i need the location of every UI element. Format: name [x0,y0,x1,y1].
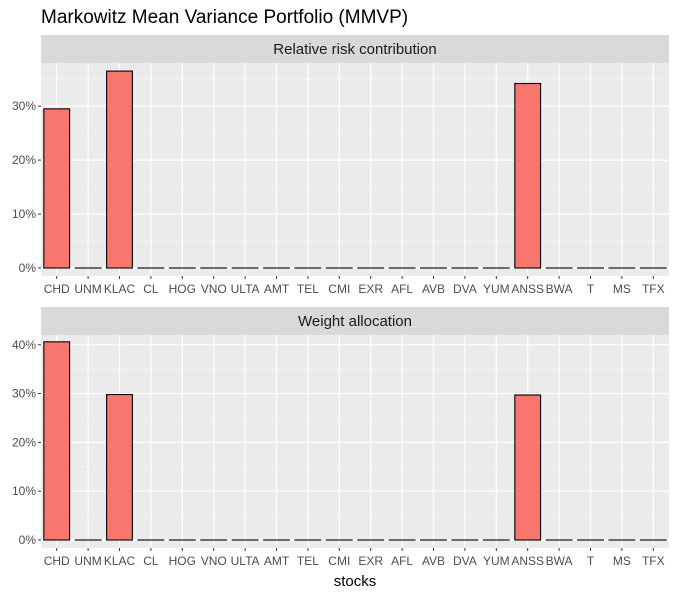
x-tick-label: EXR [358,554,383,568]
bar-chd [43,108,71,269]
x-tick-label: ANSS [511,282,544,296]
x-tick-label: ULTA [231,282,260,296]
y-tick-label: 10% [12,484,36,498]
x-tick-label: ANSS [511,554,544,568]
y-tick-label: 0% [19,261,37,275]
x-tick-label: TEL [297,554,319,568]
bars [43,70,667,269]
bar-anss [514,82,542,269]
x-tick-label: AMT [264,554,290,568]
strip-label: Weight allocation [298,313,412,330]
x-tick-label: HOG [169,554,196,568]
x-tick-label: CMI [328,554,350,568]
y-axis: 0% 10% 20% 30% 40% [12,338,41,547]
strip-background [41,35,669,63]
y-tick-label: 10% [12,207,36,221]
bar-klac [106,70,133,269]
x-tick-label: T [587,554,595,568]
gridlines [41,335,669,548]
x-tick-label: YUM [483,282,510,296]
x-axis: CHD UNM KLAC CL HOG VNO ULTA AMT TEL CMI EXR AFL AVB… [44,548,665,568]
bars [43,341,667,541]
x-tick-label: TFX [642,554,665,568]
x-tick-label: CMI [328,282,350,296]
x-tick-label: KLAC [104,282,136,296]
x-tick-label: HOG [169,282,196,296]
x-tick-label: TFX [642,282,665,296]
y-axis: 0% 10% 20% 30% [12,99,41,275]
x-tick-label: AVB [422,282,445,296]
bar-chd [43,341,71,541]
x-tick-label: DVA [453,554,477,568]
x-tick-label: BWA [546,554,573,568]
bar-anss [514,394,542,541]
plot-background [41,335,669,548]
plot-background [41,63,669,276]
y-tick-label: 20% [12,153,36,167]
x-tick-label: EXR [358,282,383,296]
bar-klac [106,393,133,541]
panel-relative-risk-contribution: Relative risk contribution 0% 10% 20% 30% C… [12,35,669,296]
y-tick-label: 0% [19,533,37,547]
y-tick-label: 40% [12,338,36,352]
x-tick-label: CL [143,554,159,568]
y-tick-label: 20% [12,435,36,449]
y-tick-label: 30% [12,99,36,113]
strip-background [41,307,669,335]
x-tick-label: ULTA [231,554,260,568]
x-tick-label: CHD [44,554,70,568]
x-tick-label: DVA [453,282,477,296]
x-tick-label: T [587,282,595,296]
strip-label: Relative risk contribution [273,41,436,58]
x-tick-label: MS [613,554,631,568]
x-tick-label: AMT [264,282,290,296]
y-tick-label: 30% [12,387,36,401]
x-tick-label: KLAC [104,554,136,568]
x-tick-label: VNO [201,554,227,568]
x-tick-label: BWA [546,282,573,296]
x-tick-label: YUM [483,554,510,568]
x-tick-label: VNO [201,282,227,296]
x-tick-label: UNM [74,282,101,296]
x-tick-label: AVB [422,554,445,568]
x-tick-label: AFL [391,554,413,568]
x-tick-label: TEL [297,282,319,296]
x-tick-label: MS [613,282,631,296]
chart-title: Markowitz Mean Variance Portfolio (MMVP) [41,7,408,28]
x-axis-title: stocks [334,573,377,590]
x-tick-label: CL [143,282,159,296]
panel-weight-allocation: Weight allocation 0% 10% 20% 30% 40% CHD UNM K… [12,307,669,568]
x-axis: CHD UNM KLAC CL HOG VNO ULTA AMT TEL CMI EXR AFL AVB… [44,276,665,296]
x-tick-label: AFL [391,282,413,296]
x-tick-label: CHD [44,282,70,296]
x-tick-label: UNM [74,554,101,568]
